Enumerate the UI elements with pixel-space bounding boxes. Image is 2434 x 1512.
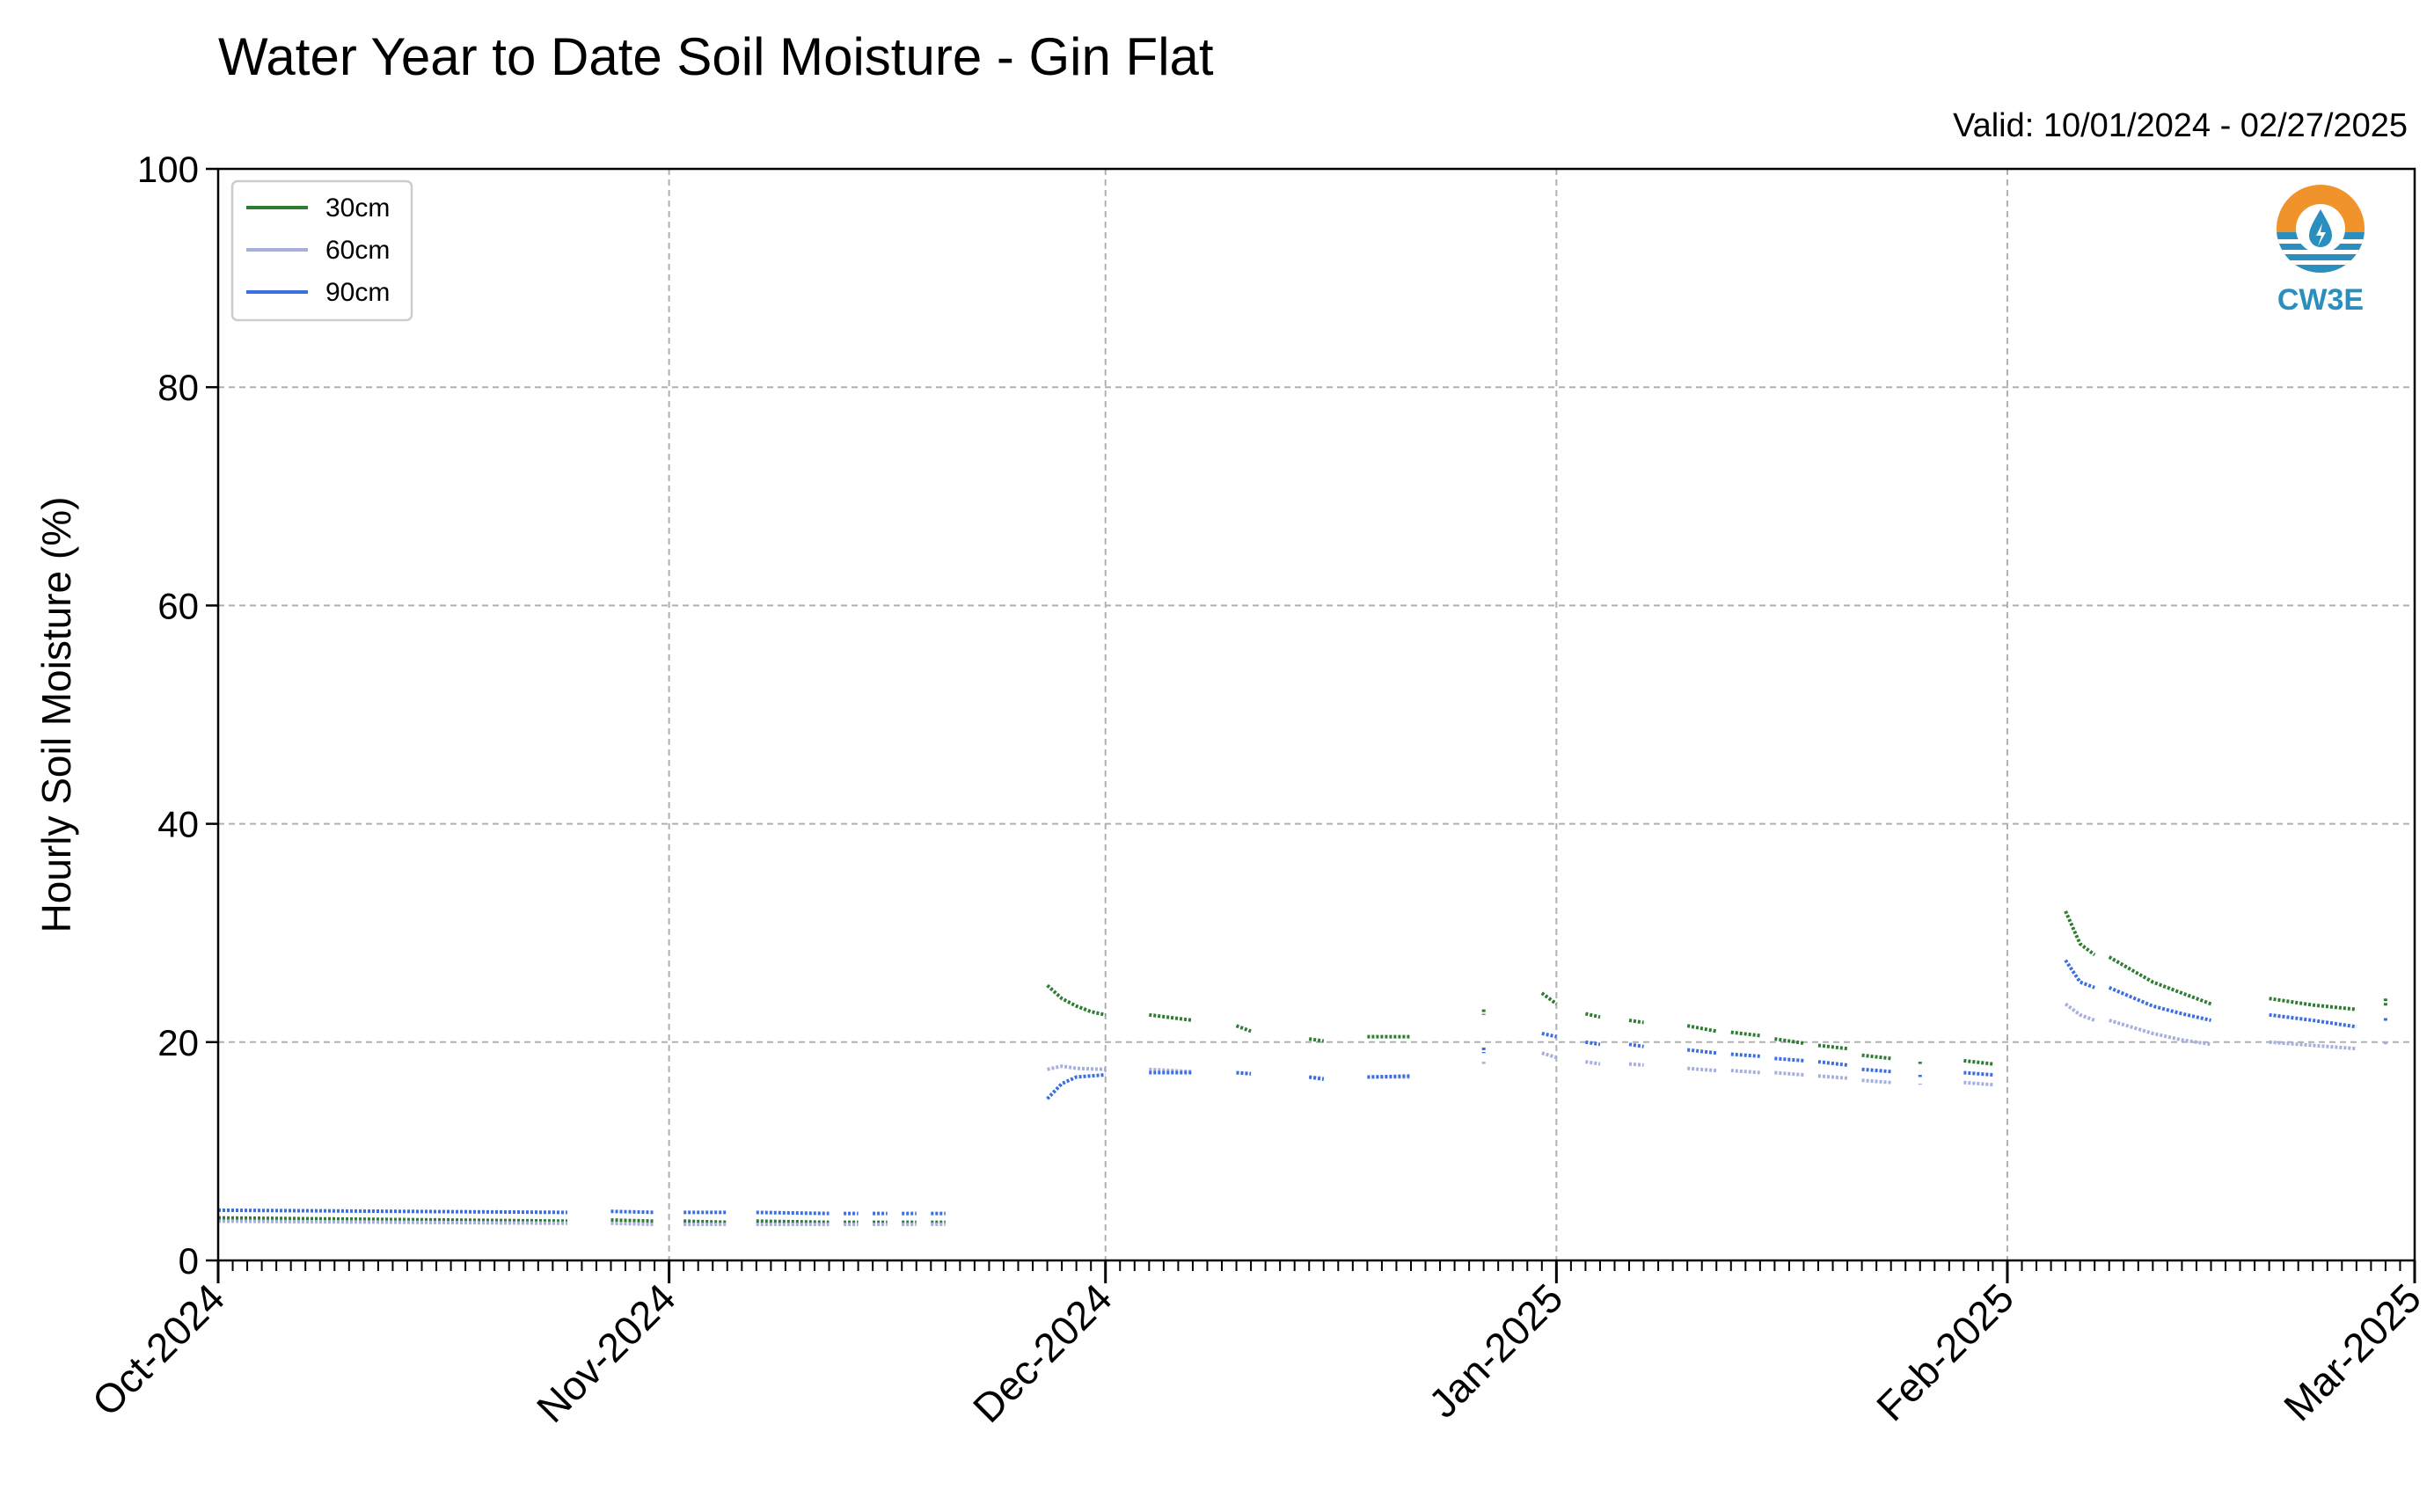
x-tick-label: Nov-2024 xyxy=(528,1275,684,1431)
series-line-60cm xyxy=(1861,1078,1891,1085)
series-line-90cm xyxy=(217,1208,567,1215)
series-line-60cm xyxy=(1817,1074,1848,1080)
series-line-30cm xyxy=(1774,1037,1804,1045)
series-line-30cm xyxy=(1308,1037,1325,1043)
series-line-60cm xyxy=(1541,1051,1557,1060)
y-tick-label: 20 xyxy=(157,1022,199,1063)
cw3e-logo: CW3E xyxy=(2271,179,2370,320)
series-layer xyxy=(217,910,2387,1226)
series-line-90cm xyxy=(1861,1067,1891,1074)
y-axis-label: Hourly Soil Moisture (%) xyxy=(33,497,79,933)
series-line-90cm xyxy=(2064,959,2095,990)
legend: 30cm 60cm 90cm xyxy=(230,179,413,322)
series-line-30cm xyxy=(1584,1012,1601,1019)
chart-subtitle: Valid: 10/01/2024 - 02/27/2025 xyxy=(1953,107,2408,144)
series-line-60cm xyxy=(2064,1002,2095,1022)
legend-label-60cm: 60cm xyxy=(325,236,390,265)
series-90cm xyxy=(217,959,2387,1216)
x-tick-label: Oct-2024 xyxy=(84,1275,234,1425)
series-line-90cm xyxy=(1730,1052,1761,1058)
series-line-60cm xyxy=(217,1219,567,1225)
series-line-30cm xyxy=(1861,1053,1891,1061)
series-line-60cm xyxy=(1585,1060,1601,1066)
chart-title: Water Year to Date Soil Moisture - Gin F… xyxy=(218,27,1214,86)
y-tick-label: 100 xyxy=(137,149,199,190)
series-line-30cm xyxy=(1235,1024,1252,1034)
series-line-60cm xyxy=(610,1221,655,1226)
x-tick-label: Mar-2025 xyxy=(2275,1275,2430,1429)
series-line-30cm xyxy=(756,1219,830,1224)
series-line-90cm xyxy=(610,1209,655,1215)
series-line-90cm xyxy=(1628,1042,1644,1048)
series-line-90cm xyxy=(1963,1070,1993,1077)
series-line-30cm xyxy=(1963,1058,1993,1066)
series-line-60cm xyxy=(2109,1019,2211,1047)
logo-text: CW3E xyxy=(2277,283,2365,317)
series-line-30cm xyxy=(2108,955,2212,1006)
y-tick-label: 60 xyxy=(157,585,199,626)
series-line-60cm xyxy=(1628,1062,1644,1067)
grid-lines xyxy=(218,169,2415,1260)
series-line-90cm xyxy=(1367,1074,1412,1079)
series-line-30cm xyxy=(1730,1030,1761,1038)
series-line-30cm xyxy=(1046,983,1107,1017)
series-line-30cm xyxy=(683,1219,727,1224)
series-line-90cm xyxy=(1308,1075,1325,1081)
x-tick-label: Feb-2025 xyxy=(1868,1275,2022,1429)
y-tick-label: 80 xyxy=(157,367,199,408)
series-line-30cm xyxy=(1628,1019,1644,1025)
series-line-60cm xyxy=(1047,1064,1106,1071)
series-line-60cm xyxy=(1963,1080,1993,1087)
y-tick-label: 0 xyxy=(179,1240,199,1282)
series-30cm xyxy=(217,910,2387,1224)
x-tick-label: Jan-2025 xyxy=(1420,1275,1571,1426)
series-line-90cm xyxy=(2108,985,2211,1022)
series-line-60cm xyxy=(1730,1069,1761,1075)
series-line-90cm xyxy=(1541,1031,1557,1039)
x-tick-label: Dec-2024 xyxy=(964,1275,1121,1431)
series-line-30cm xyxy=(217,1216,567,1223)
series-60cm xyxy=(217,1002,2387,1226)
series-line-30cm xyxy=(610,1218,655,1223)
series-line-90cm xyxy=(1686,1048,1717,1055)
legend-box xyxy=(230,179,413,322)
water-drop-logo-icon xyxy=(2277,185,2365,273)
series-line-90cm xyxy=(1585,1040,1601,1047)
series-line-90cm xyxy=(1236,1070,1252,1076)
series-line-30cm xyxy=(1540,991,1558,1006)
series-line-30cm xyxy=(1817,1043,1848,1051)
series-line-90cm xyxy=(756,1210,830,1216)
legend-label-30cm: 30cm xyxy=(325,194,390,223)
legend-label-90cm: 90cm xyxy=(325,278,390,307)
series-line-60cm xyxy=(2269,1040,2357,1051)
series-line-30cm xyxy=(2064,910,2096,957)
series-line-30cm xyxy=(2269,997,2357,1012)
series-line-60cm xyxy=(1687,1066,1717,1073)
series-line-30cm xyxy=(1149,1012,1194,1022)
y-tick-label: 40 xyxy=(157,804,199,845)
axes: 0 20 40 60 80 100 Hourly Soil Moisture (%) Oct-… xyxy=(33,149,2430,1431)
series-line-90cm xyxy=(1774,1056,1804,1063)
series-line-90cm xyxy=(1817,1060,1848,1067)
series-line-60cm xyxy=(1774,1070,1804,1077)
plot-frame xyxy=(216,167,2416,1262)
series-line-90cm xyxy=(2269,1012,2357,1029)
series-line-30cm xyxy=(1686,1024,1717,1034)
series-line-90cm xyxy=(1046,1073,1106,1100)
